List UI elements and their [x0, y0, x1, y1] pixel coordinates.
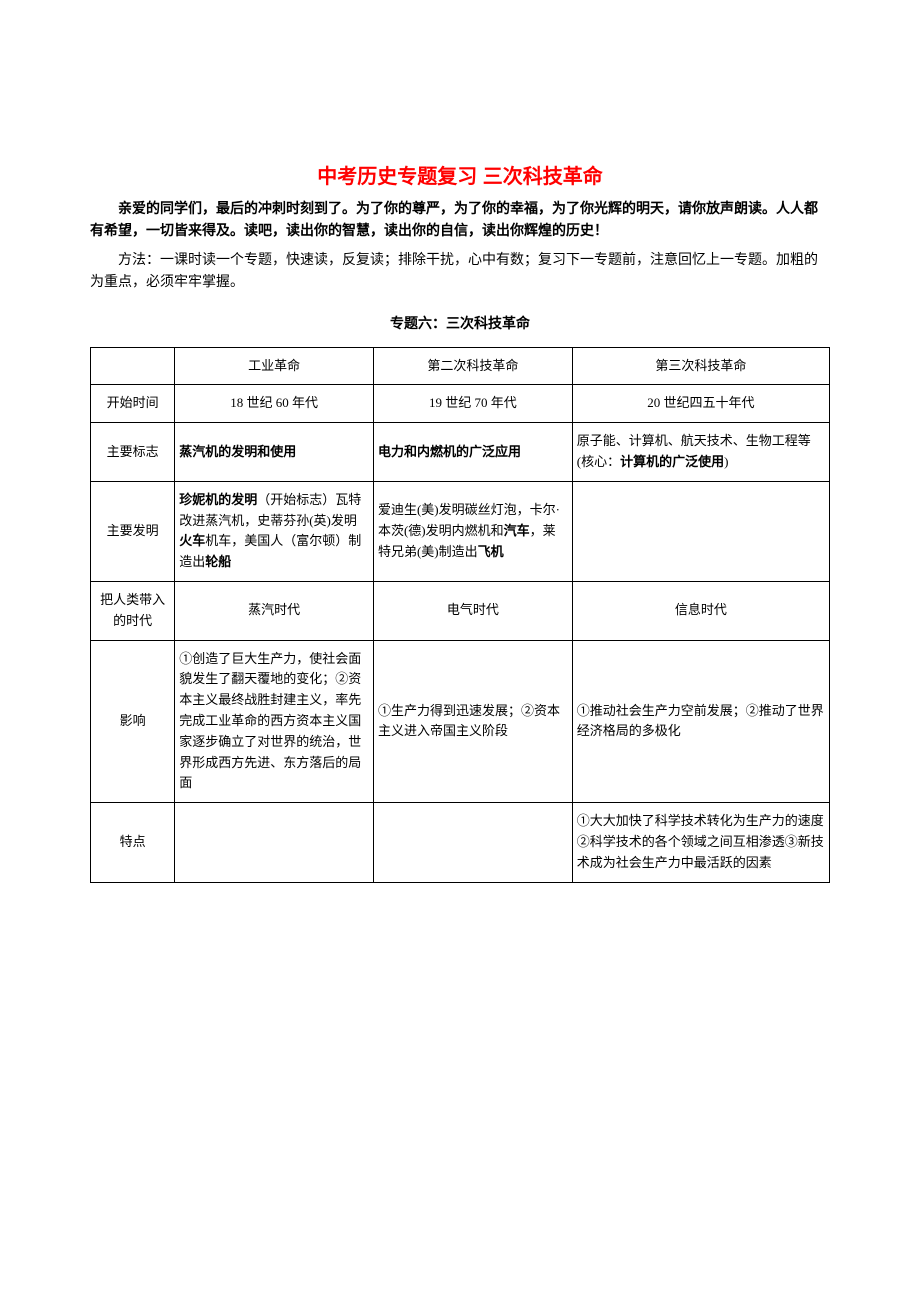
- table-row: 特点 ①大大加快了科学技术转化为生产力的速度②科学技术的各个领域之间互相渗透③新…: [91, 803, 830, 882]
- table-row: 主要发明 珍妮机的发明（开始标志）瓦特改进蒸汽机，史蒂芬孙(英)发明火车机车，美…: [91, 481, 830, 581]
- cell-main-sign-3: 原子能、计算机、航天技术、生物工程等(核心：计算机的广泛使用): [572, 423, 829, 482]
- cell-era-2: 电气时代: [373, 581, 572, 640]
- cell-text-bold: 火车: [179, 533, 205, 548]
- cell-text-bold: 汽车: [504, 523, 530, 538]
- subtitle: 专题六：三次科技革命: [90, 313, 830, 333]
- table-row: 把人类带入的时代 蒸汽时代 电气时代 信息时代: [91, 581, 830, 640]
- page-title: 中考历史专题复习 三次科技革命: [90, 160, 830, 189]
- cell-main-sign-1: 蒸汽机的发明和使用: [175, 423, 374, 482]
- cell-text-bold: 计算机的广泛使用: [620, 454, 724, 469]
- cell-start-time-3: 20 世纪四五十年代: [572, 385, 829, 423]
- cell-feature-3: ①大大加快了科学技术转化为生产力的速度②科学技术的各个领域之间互相渗透③新技术成…: [572, 803, 829, 882]
- table-header-row: 工业革命 第二次科技革命 第三次科技革命: [91, 347, 830, 385]
- cell-main-invention-1: 珍妮机的发明（开始标志）瓦特改进蒸汽机，史蒂芬孙(英)发明火车机车，美国人（富尔…: [175, 481, 374, 581]
- intro-paragraph-2: 方法：一课时读一个专题，快速读，反复读；排除干扰，心中有数；复习下一专题前，注意…: [90, 250, 830, 295]
- cell-impact-1: ①创造了巨大生产力，使社会面貌发生了翻天覆地的变化；②资本主义最终战胜封建主义，…: [175, 640, 374, 803]
- header-col3: 第三次科技革命: [572, 347, 829, 385]
- table-row: 主要标志 蒸汽机的发明和使用 电力和内燃机的广泛应用 原子能、计算机、航天技术、…: [91, 423, 830, 482]
- cell-main-invention-3: [572, 481, 829, 581]
- row-label-start-time: 开始时间: [91, 385, 175, 423]
- cell-text-bold: 飞机: [478, 544, 504, 559]
- table-row: 开始时间 18 世纪 60 年代 19 世纪 70 年代 20 世纪四五十年代: [91, 385, 830, 423]
- row-label-feature: 特点: [91, 803, 175, 882]
- cell-main-invention-2: 爱迪生(美)发明碳丝灯泡，卡尔·本茨(德)发明内燃机和汽车，莱特兄弟(美)制造出…: [373, 481, 572, 581]
- cell-start-time-1: 18 世纪 60 年代: [175, 385, 374, 423]
- cell-text-bold: 珍妮机的发明: [179, 492, 257, 507]
- table-row: 影响 ①创造了巨大生产力，使社会面貌发生了翻天覆地的变化；②资本主义最终战胜封建…: [91, 640, 830, 803]
- intro-paragraph-1: 亲爱的同学们，最后的冲刺时刻到了。为了你的尊严，为了你的幸福，为了你光辉的明天，…: [90, 199, 830, 244]
- cell-era-3: 信息时代: [572, 581, 829, 640]
- header-col1: 工业革命: [175, 347, 374, 385]
- header-col2: 第二次科技革命: [373, 347, 572, 385]
- cell-impact-3: ①推动社会生产力空前发展；②推动了世界经济格局的多极化: [572, 640, 829, 803]
- cell-text-bold: 轮船: [205, 554, 231, 569]
- row-label-main-sign: 主要标志: [91, 423, 175, 482]
- cell-feature-1: [175, 803, 374, 882]
- row-label-main-invention: 主要发明: [91, 481, 175, 581]
- row-label-era: 把人类带入的时代: [91, 581, 175, 640]
- cell-text: ): [724, 454, 728, 469]
- header-empty: [91, 347, 175, 385]
- cell-main-sign-2: 电力和内燃机的广泛应用: [373, 423, 572, 482]
- row-label-impact: 影响: [91, 640, 175, 803]
- cell-start-time-2: 19 世纪 70 年代: [373, 385, 572, 423]
- cell-era-1: 蒸汽时代: [175, 581, 374, 640]
- cell-feature-2: [373, 803, 572, 882]
- comparison-table: 工业革命 第二次科技革命 第三次科技革命 开始时间 18 世纪 60 年代 19…: [90, 347, 830, 883]
- cell-impact-2: ①生产力得到迅速发展；②资本主义进入帝国主义阶段: [373, 640, 572, 803]
